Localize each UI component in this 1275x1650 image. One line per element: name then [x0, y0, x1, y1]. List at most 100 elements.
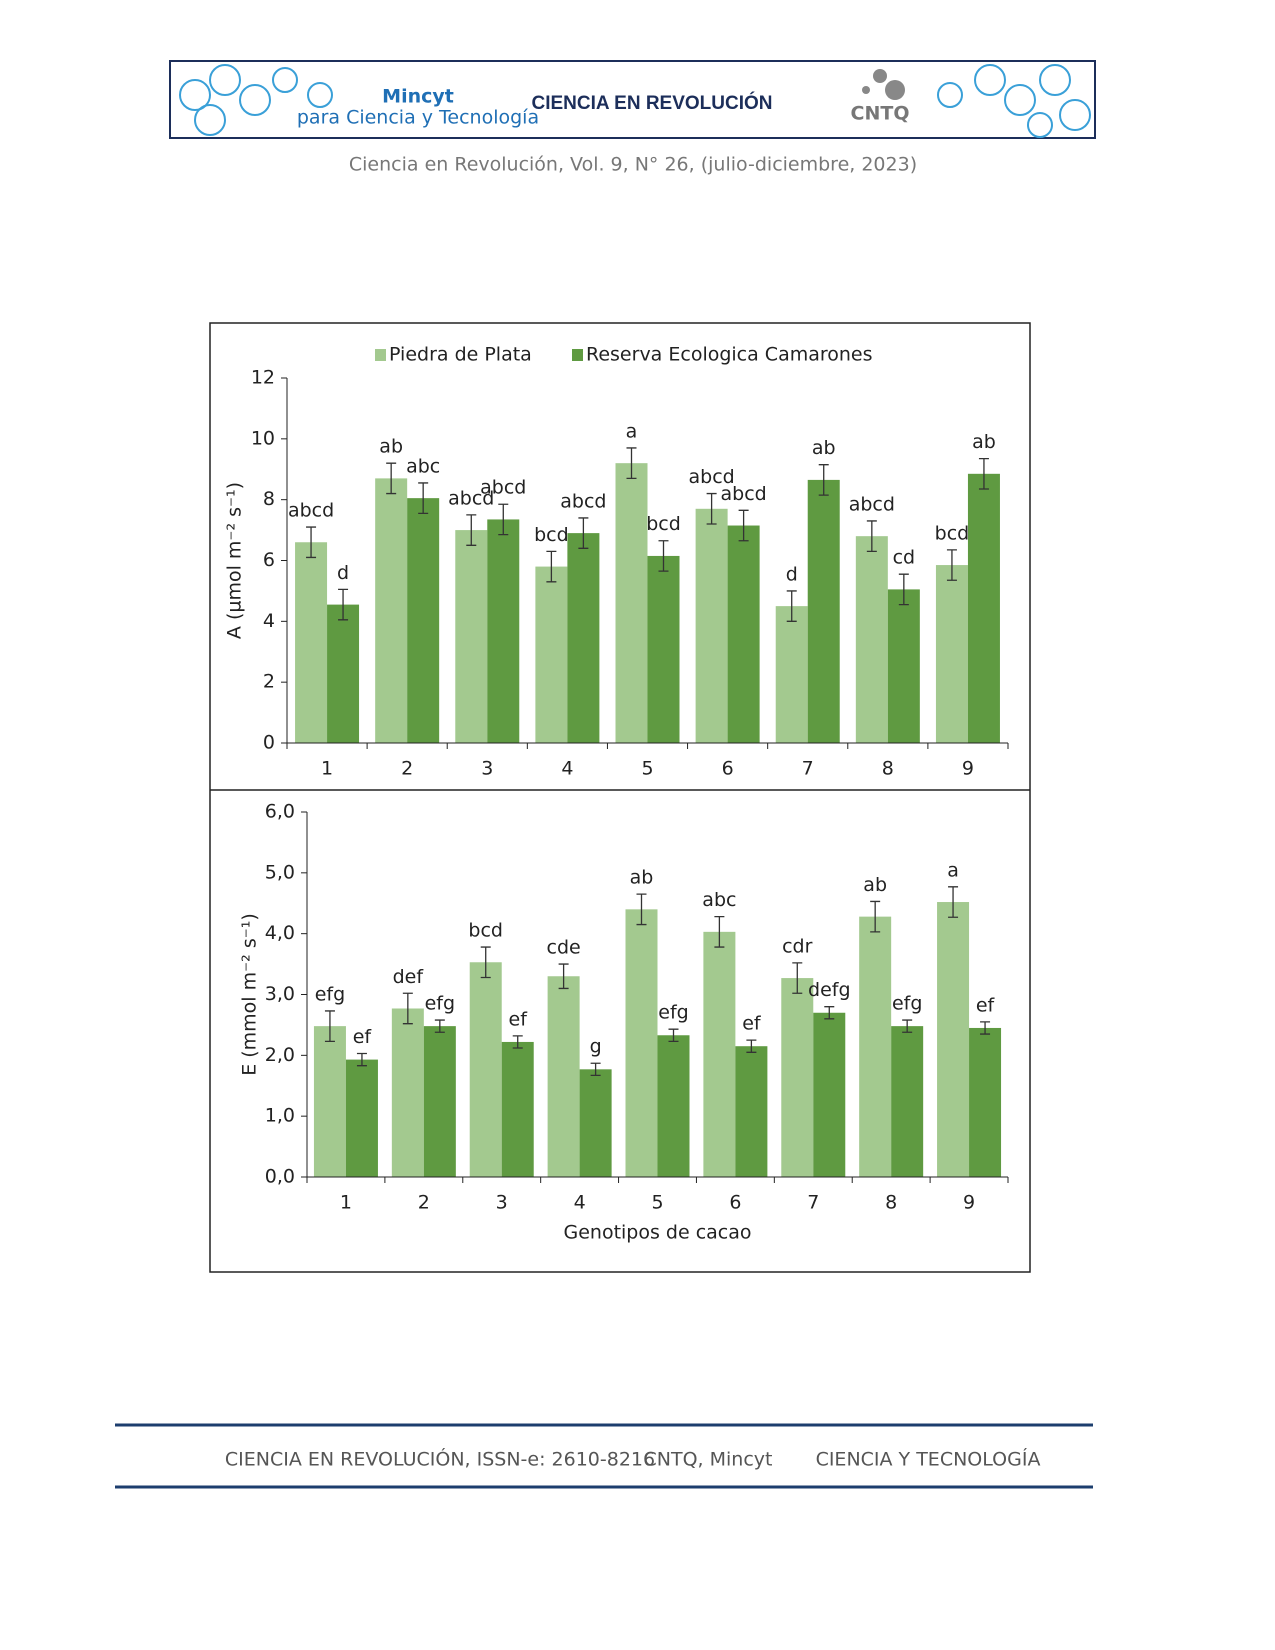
- significance-letter: abc: [702, 889, 736, 911]
- y-tick-label: 0: [263, 732, 275, 754]
- significance-letter: abcd: [448, 487, 494, 509]
- bar: [813, 1012, 846, 1177]
- bar: [535, 566, 568, 743]
- error-bar: [946, 549, 957, 581]
- significance-letter: abc: [406, 455, 440, 477]
- bar: [859, 916, 892, 1177]
- y-tick-label: 8: [263, 488, 275, 510]
- error-bar: [558, 963, 569, 990]
- bar: [695, 508, 728, 743]
- y-tick-label: 2,0: [265, 1044, 295, 1066]
- significance-letter: ef: [742, 1013, 762, 1035]
- significance-letter: abcd: [288, 500, 334, 522]
- significance-letter: a: [947, 859, 959, 881]
- significance-letter: ef: [353, 1026, 373, 1048]
- significance-letter: ab: [863, 874, 887, 896]
- significance-letter: abcd: [560, 490, 606, 512]
- bar: [295, 542, 328, 743]
- significance-letter: cd: [893, 547, 916, 569]
- error-bar: [590, 1062, 601, 1077]
- bar: [935, 565, 968, 743]
- error-bar: [418, 482, 429, 515]
- citation: Ciencia en Revolución, Vol. 9, N° 26, (j…: [349, 154, 917, 176]
- bar: [455, 530, 488, 743]
- legend-swatch: [572, 349, 583, 361]
- x-tick-label: 8: [885, 1192, 897, 1214]
- bar: [579, 1069, 612, 1177]
- y-tick-label: 1,0: [265, 1105, 295, 1127]
- significance-letter: ef: [509, 1008, 529, 1030]
- bar: [327, 604, 360, 743]
- x-tick-label: 8: [882, 758, 894, 780]
- hexagon-decoration: [179, 64, 1091, 138]
- error-bar: [386, 462, 397, 495]
- error-bar: [902, 1019, 913, 1033]
- error-bar: [668, 1028, 679, 1042]
- bar: [567, 533, 600, 743]
- y-tick-label: 4,0: [265, 922, 295, 944]
- y-tick-label: 4: [263, 610, 275, 632]
- bar: [313, 1026, 346, 1177]
- bar: [647, 555, 680, 743]
- significance-letter: ef: [976, 994, 996, 1016]
- error-bar: [786, 590, 797, 622]
- error-bar: [356, 1052, 367, 1067]
- legend-label: Piedra de Plata: [389, 344, 532, 366]
- bar: [423, 1026, 456, 1177]
- x-tick-label: 7: [807, 1192, 819, 1214]
- y-axis-label: E (mmol m⁻² s⁻¹): [239, 913, 261, 1076]
- bar: [781, 978, 814, 1177]
- x-tick-label: 5: [641, 758, 653, 780]
- cntq-icon: [862, 69, 905, 100]
- error-bar: [978, 457, 989, 490]
- significance-letter: efg: [315, 983, 345, 1005]
- bar: [345, 1059, 378, 1177]
- bar: [727, 525, 760, 743]
- figure-frame: [209, 322, 1031, 1273]
- x-tick-label: 7: [802, 758, 814, 780]
- x-tick-label: 6: [729, 1192, 741, 1214]
- y-axis-label: A (µmol m⁻² s⁻¹): [224, 482, 246, 639]
- error-bar: [434, 1019, 445, 1033]
- significance-letter: def: [393, 966, 425, 988]
- error-bar: [980, 1021, 991, 1035]
- y-tick-label: 5,0: [265, 861, 295, 883]
- significance-letter: a: [626, 420, 638, 442]
- error-bar: [512, 1035, 523, 1049]
- significance-letter: abcd: [480, 477, 526, 499]
- significance-letter: cde: [547, 937, 581, 959]
- significance-letter: d: [337, 562, 349, 584]
- x-tick-label: 9: [962, 758, 974, 780]
- significance-letter: defg: [808, 979, 851, 1001]
- significance-letter: bcd: [935, 522, 970, 544]
- bar: [625, 909, 658, 1177]
- y-tick-label: 10: [251, 427, 275, 449]
- significance-letter: efg: [425, 993, 455, 1015]
- error-bar: [824, 1006, 835, 1020]
- x-tick-label: 1: [321, 758, 333, 780]
- y-tick-label: 6,0: [265, 801, 295, 823]
- banner: [169, 60, 1096, 139]
- significance-letter: d: [786, 563, 798, 585]
- error-bar: [898, 573, 909, 606]
- bar: [615, 463, 648, 743]
- x-tick-label: 6: [722, 758, 734, 780]
- bar: [487, 519, 520, 743]
- error-bar: [480, 946, 491, 979]
- significance-letter: abcd: [849, 493, 895, 515]
- bar: [855, 536, 888, 743]
- x-tick-label: 4: [561, 758, 573, 780]
- bar: [937, 902, 970, 1177]
- significance-letter: efg: [658, 1002, 688, 1024]
- footer-text: CNTQ, Mincyt: [644, 1449, 773, 1471]
- bar: [657, 1035, 690, 1177]
- x-tick-label: 1: [340, 1192, 352, 1214]
- significance-letter: g: [590, 1036, 602, 1058]
- bar: [547, 976, 580, 1177]
- bar: [807, 479, 840, 743]
- banner-title: CIENCIA EN REVOLUCIÓN: [531, 92, 772, 114]
- error-bar: [324, 1010, 335, 1042]
- y-tick-label: 6: [263, 549, 275, 571]
- logo-left: Mincyt: [382, 86, 454, 108]
